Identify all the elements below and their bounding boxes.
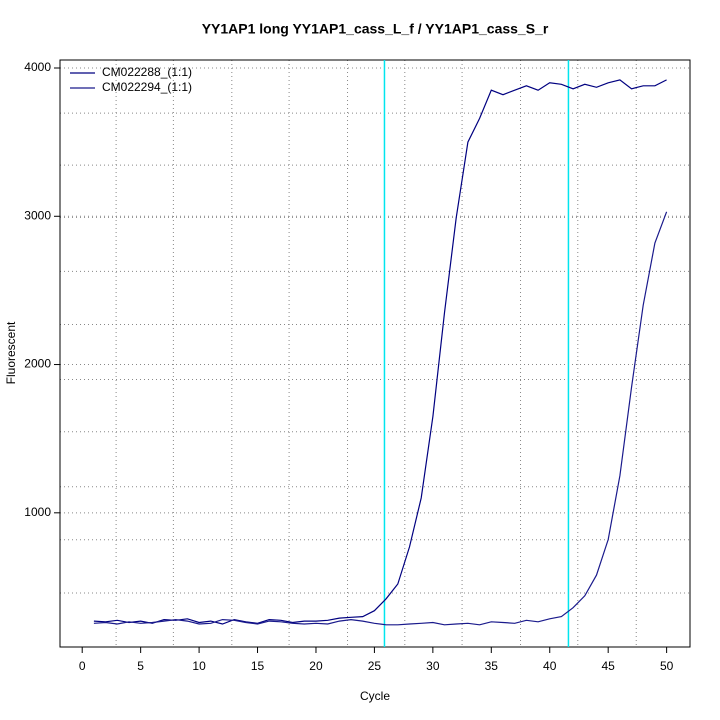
chart-title: YY1AP1 long YY1AP1_cass_L_f / YY1AP1_cas… xyxy=(202,21,549,37)
y-tick-label: 3000 xyxy=(24,208,51,222)
x-tick-label: 35 xyxy=(485,659,499,673)
x-tick-label: 45 xyxy=(602,659,616,673)
x-tick-label: 15 xyxy=(251,659,265,673)
legend-label: CM022294_(1:1) xyxy=(102,80,192,94)
series-line xyxy=(93,211,668,626)
legend-label: CM022288_(1:1) xyxy=(102,65,192,79)
plot-frame xyxy=(59,59,691,648)
y-axis-label: Fluorescent xyxy=(4,321,18,384)
x-tick-label: 10 xyxy=(192,659,206,673)
x-tick-label: 30 xyxy=(426,659,440,673)
x-axis-label: Cycle xyxy=(360,689,390,703)
x-tick-label: 20 xyxy=(309,659,323,673)
x-tick-label: 5 xyxy=(137,659,144,673)
series-line xyxy=(93,79,667,625)
x-tick-label: 0 xyxy=(79,659,86,673)
y-tick-label: 4000 xyxy=(24,60,51,74)
x-tick-label: 40 xyxy=(543,659,557,673)
x-tick-label: 50 xyxy=(660,659,674,673)
y-tick-label: 2000 xyxy=(24,357,51,371)
x-tick-label: 25 xyxy=(368,659,382,673)
y-tick-label: 1000 xyxy=(24,505,51,519)
